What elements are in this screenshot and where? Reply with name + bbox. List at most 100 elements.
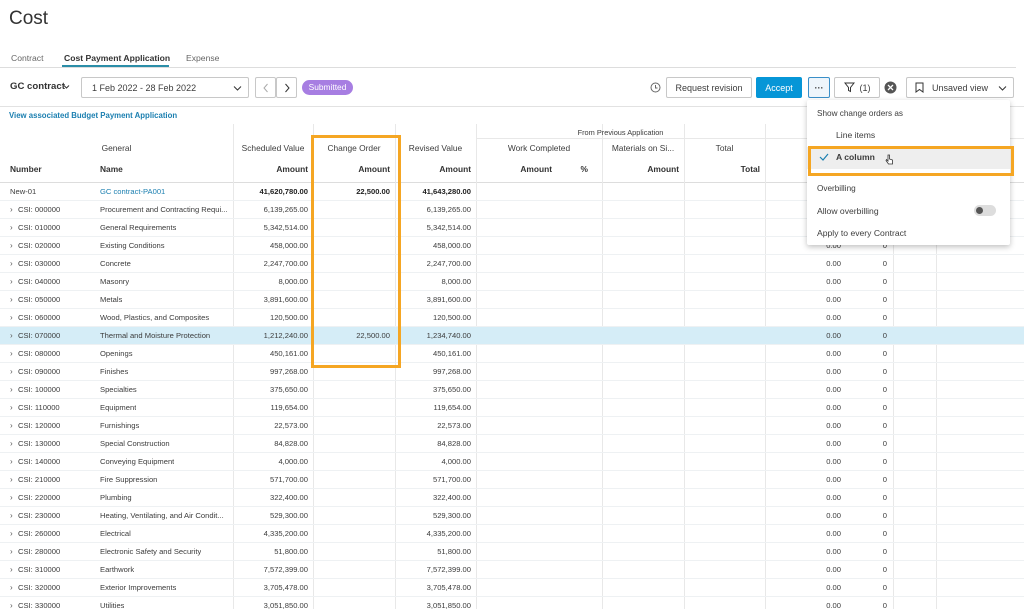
clock-icon[interactable] (650, 82, 661, 93)
column-subheader: Number (10, 164, 42, 174)
row-line[interactable] (0, 561, 1024, 579)
cell-work: 0.00 (826, 583, 841, 592)
cell-name: Plumbing (100, 493, 132, 502)
row-line[interactable] (0, 309, 1024, 327)
column-header: Revised Value (408, 143, 463, 153)
row-line[interactable] (0, 453, 1024, 471)
tab[interactable]: Expense (186, 53, 220, 63)
cell-name: Electrical (100, 529, 131, 538)
cell-percent: 0 (882, 241, 887, 250)
row-line[interactable] (0, 363, 1024, 381)
expand-chevron: › (10, 367, 13, 376)
menu-option[interactable]: Allow overbilling (817, 206, 879, 216)
row-line[interactable] (0, 417, 1024, 435)
dropdown-menu: Show change orders as Line items A colum… (807, 100, 1010, 245)
row-line[interactable] (0, 345, 1024, 363)
date-range[interactable]: 1 Feb 2022 - 28 Feb 2022 (81, 77, 249, 98)
row-line[interactable] (0, 219, 1024, 237)
row-line[interactable] (0, 597, 1024, 609)
prev-icon (262, 83, 268, 92)
row-line[interactable] (0, 273, 1024, 291)
menu-option-label[interactable]: A column (836, 152, 875, 162)
cell-scheduled: 6,139,265.00 (263, 205, 308, 214)
check-icon (819, 153, 829, 161)
cell-name[interactable]: GC contract-PA001 (100, 187, 166, 196)
chevron-icon (233, 86, 242, 91)
cell-revised: 4,335,200.00 (426, 529, 471, 538)
expand-chevron: › (10, 529, 13, 538)
cell-name: Earthwork (100, 565, 135, 574)
cell-revised: 51,800.00 (437, 547, 471, 556)
row-line[interactable] (0, 255, 1024, 273)
row-line[interactable] (0, 435, 1024, 453)
tab-active[interactable]: Cost Payment Application (64, 53, 171, 63)
cell-name: Concrete (100, 259, 131, 268)
accept-button[interactable]: Accept (756, 77, 802, 98)
cell-work: 0.00 (826, 241, 841, 250)
toolbar-divider (0, 106, 1024, 107)
column-subheader: Amount (647, 164, 679, 174)
row-line[interactable] (0, 543, 1024, 561)
row-line[interactable] (0, 507, 1024, 525)
column-line (602, 124, 603, 609)
view-selector[interactable]: Unsaved view (906, 77, 1014, 98)
view-label: Unsaved view (932, 82, 989, 93)
column-header: Scheduled Value (241, 143, 305, 153)
cell-percent: 0 (882, 511, 887, 520)
button-label: ··· (814, 82, 824, 93)
row-line[interactable] (0, 579, 1024, 597)
cell-name: Exterior Improvements (100, 583, 177, 592)
row-line[interactable] (0, 381, 1024, 399)
cell-name: Existing Conditions (100, 241, 165, 250)
cell-revised: 22,573.00 (437, 421, 471, 430)
expand-chevron: › (10, 223, 13, 232)
group-header: From Previous Application (577, 128, 664, 137)
cell-number: CSI: 080000 (18, 349, 61, 358)
request-revision-button[interactable]: Request revision (666, 77, 752, 98)
row-line[interactable] (0, 291, 1024, 309)
cell-scheduled: 3,705,478.00 (263, 583, 308, 592)
toggle-switch[interactable] (974, 205, 996, 216)
cell-revised: 3,705,478.00 (426, 583, 471, 592)
cell-percent: 0 (882, 547, 887, 556)
cell-revised: 5,342,514.00 (426, 223, 471, 232)
prev-button[interactable] (255, 77, 276, 98)
column-line (936, 124, 937, 609)
menu-option[interactable]: Line items (836, 130, 876, 140)
cell-percent: 0 (882, 457, 887, 466)
row-line[interactable] (0, 489, 1024, 507)
button-label: Accept (765, 82, 793, 93)
cell-number: CSI: 020000 (18, 241, 61, 250)
more-button[interactable]: ··· (808, 77, 830, 98)
next-button[interactable] (276, 77, 297, 98)
cell-name: Furnishings (100, 421, 140, 430)
row-line[interactable] (0, 471, 1024, 489)
row-line[interactable] (0, 183, 1024, 201)
row-line[interactable] (0, 237, 1024, 255)
cell-name: General Requirements (100, 223, 177, 232)
budget-link[interactable]: View associated Budget Payment Applicati… (9, 111, 178, 120)
clear-filter-icon[interactable] (884, 81, 897, 94)
column-subheader: % (580, 164, 588, 174)
menu-option[interactable]: Apply to every Contract (817, 228, 907, 238)
toggle-knob (976, 207, 983, 214)
row-line[interactable] (0, 525, 1024, 543)
row-line[interactable] (0, 201, 1024, 219)
cell-scheduled: 3,051,850.00 (263, 601, 308, 609)
cell-name: Electronic Safety and Security (100, 547, 202, 556)
filter-button[interactable]: (1) (834, 77, 880, 98)
cell-revised: 450,161.00 (432, 349, 471, 358)
contract-selector[interactable]: GC contract (10, 81, 65, 92)
cell-number: CSI: 210000 (18, 475, 61, 484)
cell-percent: 0 (882, 493, 887, 502)
row-highlight[interactable] (0, 327, 1024, 345)
row-line[interactable] (0, 399, 1024, 417)
tab[interactable]: Contract (11, 53, 44, 63)
menu-option-selected[interactable] (807, 147, 1010, 169)
cell-name: Openings (100, 349, 133, 358)
cell-revised: 571,700.00 (432, 475, 471, 484)
cell-number: CSI: 320000 (18, 583, 61, 592)
cell-scheduled: 120,500.00 (269, 313, 308, 322)
column-line (233, 124, 234, 609)
